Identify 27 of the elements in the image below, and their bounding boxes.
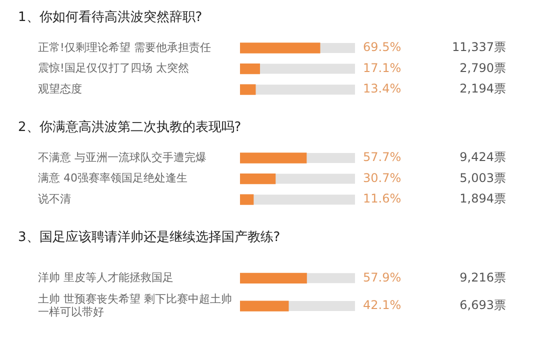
y-tick-label: 观望态度 <box>38 82 82 96</box>
data-label: 57.7% <box>363 150 402 164</box>
text: 1,894票 <box>460 192 506 206</box>
text: 6,693票 <box>460 298 506 312</box>
y-tick-label: 满意 40强赛率领国足绝处逢生 <box>38 172 188 185</box>
text: 1、你如何看待高洪波突然辞职? <box>17 9 204 27</box>
chart-title: 3、国足应该聘请洋帅还是继续选择国产教练? <box>17 229 282 247</box>
y-tick-label: 说不清 <box>38 192 71 206</box>
data-label: 42.1% <box>363 298 402 312</box>
y-tick-label: 震惊!国足仅仅打了四场 太突然 <box>38 62 189 75</box>
text: 9,216票 <box>460 270 506 284</box>
text: 2,194票 <box>460 82 506 96</box>
text: 2,790票 <box>460 60 506 75</box>
text: 9,424票 <box>460 150 506 164</box>
text: 2、你满意高洪波第二次执教的表现吗? <box>17 119 242 137</box>
y-tick-label: 土帅 世预赛丧失希望 剩下比赛中超土帅一样可以带好 <box>38 292 232 319</box>
text: 11,337票 <box>452 40 506 54</box>
data-label: 13.4% <box>363 82 402 96</box>
text: 5,003票 <box>460 170 506 185</box>
y-tick-label: 洋帅 里皮等人才能拯救国足 <box>38 271 174 284</box>
data-label: 69.5% <box>363 40 402 54</box>
data-label: 11.6% <box>363 192 402 206</box>
y-tick-label: 正常!仅剩理论希望 需要他承担责任 <box>38 40 211 54</box>
data-label: 57.9% <box>363 270 402 284</box>
data-label: 17.1% <box>363 60 402 75</box>
data-label: 30.7% <box>363 170 402 185</box>
y-tick-label: 不满意 与亚洲一流球队交手遭完爆 <box>38 150 206 164</box>
